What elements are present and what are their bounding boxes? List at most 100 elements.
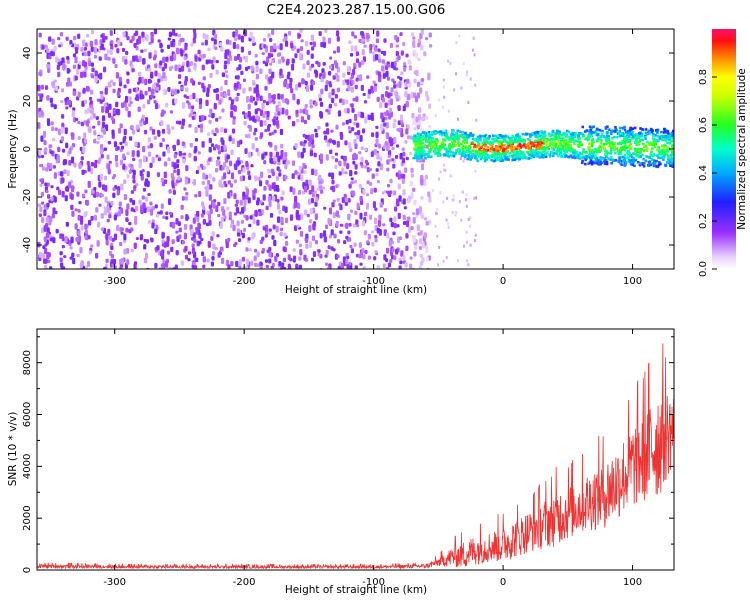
spectrogram-noise-cell (208, 157, 212, 162)
spectrogram-noise-cell (287, 254, 291, 261)
spectrogram-signal-cell (642, 164, 646, 168)
spectrogram-noise-cell (299, 141, 303, 146)
spectrogram-noise-cell (250, 164, 254, 168)
spectrogram-noise-cell (299, 29, 303, 33)
spectrogram-signal-cell (655, 154, 659, 157)
colorbar-tick-label: 0.6 (698, 117, 709, 133)
spectrogram-noise-cell (194, 127, 198, 134)
spectrogram-signal-cell (563, 152, 566, 156)
spectrogram-noise-cell (85, 120, 90, 127)
spectrogram-noise-cell (321, 68, 325, 74)
spectrogram-noise-cell (349, 169, 353, 177)
spectrogram-noise-cell (308, 136, 313, 143)
spectrogram-noise-cell (87, 165, 91, 172)
spectrogram-noise-cell (281, 107, 285, 115)
spectrogram-noise-cell (128, 103, 132, 108)
spectrogram-noise-cell (106, 218, 110, 223)
spectrogram-noise-cell (424, 174, 429, 180)
spectrogram-noise-cell (323, 206, 327, 210)
spectrogram-signal-cell (654, 133, 657, 137)
spectrogram-noise-cell (242, 228, 247, 232)
spectrogram-noise-cell (327, 217, 331, 225)
spectrogram-noise-cell (309, 150, 314, 157)
spectrogram-noise-cell (325, 154, 329, 161)
spectrogram-noise-cell (398, 127, 402, 133)
spectrogram-noise-cell (395, 44, 399, 48)
spectrogram-signal-cell (588, 142, 592, 146)
spectrogram-signal-cell (669, 154, 673, 157)
spectrogram-noise-cell (141, 37, 145, 42)
spectrogram-signal-cell (641, 138, 644, 142)
spectrogram-signal-cell (625, 156, 628, 159)
spectrogram-noise-cell (299, 230, 304, 237)
spectrogram-noise-cell (70, 185, 75, 193)
y-tick-label: 8000 (22, 350, 33, 375)
spectrogram-noise-cell (238, 64, 242, 70)
spectrogram-signal-cell (560, 139, 563, 143)
spectrogram-signal-cell (651, 137, 655, 141)
y-tick-label: 2000 (22, 505, 33, 530)
spectrogram-noise-cell (300, 213, 304, 221)
spectrogram-signal-cell (505, 140, 509, 144)
spectrogram-signal-cell (466, 148, 470, 152)
spectrogram-signal-cell (606, 151, 610, 155)
spectrogram-noise-cell (139, 234, 144, 241)
spectrogram-noise-cell (157, 72, 161, 78)
spectrogram-noise-cell (175, 230, 179, 234)
spectrogram-noise-cell (69, 256, 73, 260)
spectrogram-noise-cell (199, 54, 203, 59)
spectrogram-noise-cell (269, 62, 273, 66)
spectrogram-noise-cell (295, 109, 299, 115)
spectrogram-noise-cell (160, 203, 164, 209)
colorbar-gradient (712, 29, 736, 269)
spectrogram-signal-cell (589, 135, 593, 138)
top-x-axis-label: Height of straight line (km) (285, 284, 427, 296)
spectrogram-signal-cell (590, 156, 594, 159)
spectrogram-noise-cell (420, 116, 424, 122)
spectrogram-noise-cell (311, 63, 315, 68)
spectrogram-signal-cell (597, 149, 601, 153)
spectrogram-noise-cell (115, 72, 120, 79)
spectrogram-signal-cell (418, 150, 422, 154)
spectrogram-noise-cell (226, 165, 230, 173)
spectrogram-noise-cell (134, 97, 138, 101)
spectrogram-signal-cell (501, 159, 504, 162)
spectrogram-noise-cell (319, 157, 323, 164)
spectrogram-noise-cell (172, 189, 176, 195)
spectrogram-noise-cell (353, 121, 357, 126)
spectrogram-noise-cell (376, 180, 380, 184)
spectrogram-noise-cell (90, 161, 94, 167)
spectrogram-noise-cell (103, 266, 107, 269)
spectrogram-noise-cell (427, 72, 431, 76)
spectrogram-noise-cell (46, 194, 51, 199)
spectrogram-noise-cell (161, 67, 165, 72)
spectrogram-noise-cell (375, 131, 379, 139)
spectrogram-noise-cell (276, 203, 281, 210)
spectrogram-signal-cell (582, 155, 586, 159)
spectrogram-noise-cell (137, 37, 141, 44)
spectrogram-noise-cell (224, 60, 228, 65)
spectrogram-signal-cell (448, 143, 451, 146)
spectrogram-noise-cell (107, 140, 111, 145)
spectrogram-noise-cell (355, 219, 359, 225)
spectrogram-noise-cell (136, 150, 140, 157)
spectrogram-noise-cell (273, 116, 277, 120)
spectrogram-signal-cell (617, 160, 621, 164)
spectrogram-noise-cell (284, 240, 289, 246)
spectrogram-noise-cell (99, 98, 103, 104)
spectrogram-signal-cell (637, 136, 641, 140)
spectrogram-noise-cell (106, 205, 110, 213)
spectrogram-noise-cell (397, 183, 401, 190)
spectrogram-noise-cell (412, 217, 416, 224)
spectrogram-noise-cell (143, 48, 147, 52)
spectrogram-noise-cell (236, 232, 241, 237)
spectrogram-noise-cell (53, 104, 57, 110)
spectrogram-signal-cell (447, 145, 451, 149)
spectrogram-noise-cell (228, 96, 232, 101)
spectrogram-noise-cell (391, 248, 395, 253)
spectrogram-noise-cell (168, 266, 172, 269)
spectrogram-noise-cell (420, 78, 425, 83)
spectrogram-noise-cell (455, 72, 458, 76)
spectrogram-noise-cell (389, 190, 393, 195)
spectrogram-signal-cell (538, 151, 541, 154)
